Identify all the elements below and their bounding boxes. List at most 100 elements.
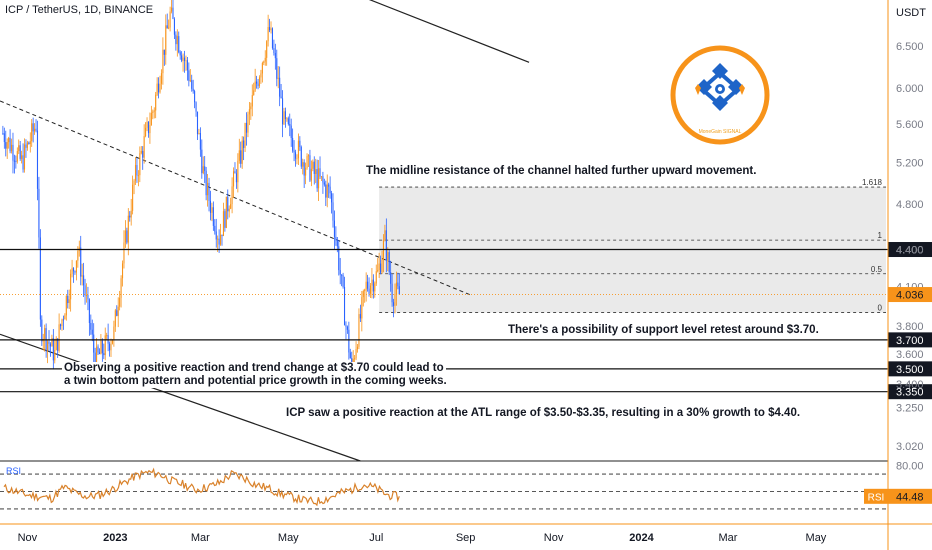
candle-body (332, 202, 334, 221)
candle-body (152, 111, 154, 113)
trendlines[interactable] (0, 0, 530, 462)
candle-body (15, 160, 17, 162)
candle-body (310, 168, 312, 181)
candle-body (153, 110, 155, 112)
candle-body (77, 251, 79, 261)
rsi-line (3, 467, 400, 507)
candle-body (365, 281, 367, 290)
candle-body (34, 128, 36, 132)
candle-body (117, 306, 119, 316)
candle-body (305, 167, 307, 176)
candle-body (61, 319, 63, 327)
candle-body (81, 275, 83, 277)
candle-body (143, 136, 145, 158)
candle-body (59, 324, 62, 327)
candle-body (199, 133, 201, 150)
candle-body (113, 326, 115, 340)
x-tick-2: Mar (191, 532, 210, 544)
candle-body (385, 230, 387, 261)
y-tick-1: 6.000 (896, 83, 924, 95)
x-tick-3: May (278, 532, 299, 544)
candle-body (215, 231, 217, 240)
candle-body (235, 173, 237, 183)
candle-body (243, 140, 245, 148)
candle-body (372, 279, 374, 292)
candle-body (100, 340, 102, 354)
candle-body (93, 334, 95, 353)
candle-body (58, 324, 60, 351)
candle-body (234, 171, 236, 174)
symbol-title[interactable]: ICP / TetherUS, 1D, BINANCE (5, 4, 154, 16)
candle-body (9, 137, 11, 152)
candle-body (300, 147, 302, 167)
candle-body (238, 150, 240, 161)
candle-body (16, 151, 18, 162)
x-tick-5: Sep (456, 532, 476, 544)
candle-body (256, 81, 258, 84)
y-tick-3: 5.200 (896, 157, 924, 169)
candle-body (241, 140, 243, 164)
candle-body (189, 80, 191, 82)
candle-body (160, 73, 163, 84)
candle-body (88, 299, 90, 323)
candle-body (140, 151, 142, 154)
rsi-pane: RSI 80.00 RSI 44.48 (0, 460, 932, 510)
candle-body (165, 25, 167, 55)
candle-body (251, 95, 253, 107)
candle-body (48, 341, 50, 344)
candle-body (269, 27, 271, 31)
candle-body (124, 230, 126, 243)
candle-body (98, 352, 101, 354)
candle-body (208, 182, 210, 201)
candle-body (264, 57, 266, 62)
candle-body (294, 152, 297, 159)
fibonacci-retracement[interactable]: 1.618 1 0.5 0 (379, 178, 886, 313)
candle-body (127, 215, 129, 243)
y-tick-10: 3.250 (896, 402, 924, 414)
annotation-midline: The midline resistance of the channel ha… (366, 165, 757, 177)
candle-body (303, 162, 305, 176)
candle-body (12, 144, 14, 161)
candle-body (205, 170, 207, 196)
candle-body (225, 196, 227, 228)
candle-body (159, 83, 161, 93)
candle-body (318, 168, 320, 189)
candle-body (221, 234, 223, 236)
candle-body (142, 151, 144, 158)
channel-bottom-line (0, 333, 361, 462)
annotation-atl: ICP saw a positive reaction at the ATL r… (286, 407, 801, 419)
candle-body (348, 329, 350, 353)
candle-body (64, 315, 66, 320)
candle-body (62, 319, 64, 321)
candle-body (49, 343, 52, 347)
candle-body (25, 144, 27, 148)
candle-body (214, 225, 216, 232)
candle-body (367, 281, 369, 289)
annotation-retest: There's a possibility of support level r… (508, 324, 819, 336)
candle-body (114, 310, 116, 327)
candle-body (212, 207, 214, 226)
candle-body (110, 343, 112, 351)
candle-body (47, 341, 49, 351)
candle-body (120, 278, 122, 298)
candle-body (5, 142, 7, 149)
candle-body (106, 335, 108, 337)
candle-body (224, 211, 226, 228)
candle-body (274, 53, 276, 59)
fib-label-1: 1 (878, 231, 883, 240)
level-tag-2 (888, 361, 932, 377)
candle-body (178, 36, 180, 53)
candle-body (103, 353, 105, 356)
candle-body (156, 83, 158, 95)
candle-body (391, 283, 393, 303)
y-tick-8: 3.600 (896, 349, 924, 361)
candle-body (339, 270, 341, 275)
candle-body (297, 140, 299, 159)
candle-body (290, 125, 292, 138)
x-tick-4: Jul (369, 532, 383, 544)
candle-body (36, 130, 39, 189)
candle-body (181, 55, 183, 61)
horizontal-levels[interactable]: 4.400 3.700 3.500 3.350 (0, 242, 932, 400)
candle-body (91, 329, 93, 335)
